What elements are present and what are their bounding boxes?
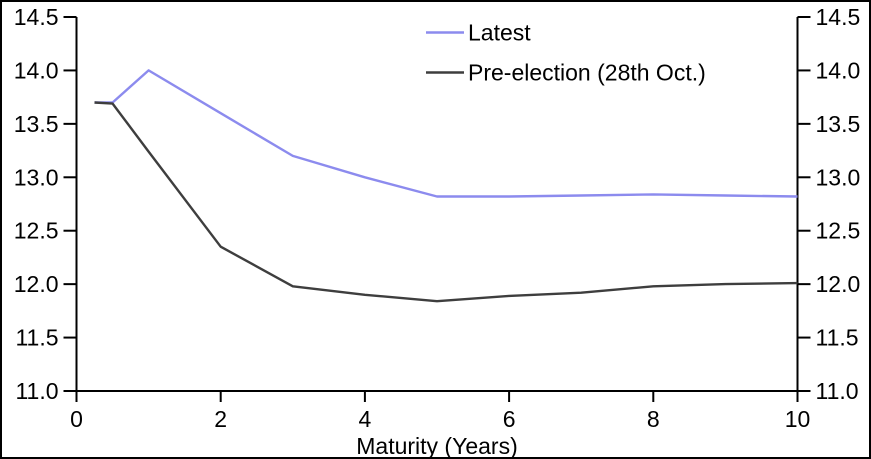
y-axis-right: 11.0 11.5 12.0 12.5 13.0 13.5 14.0 14.5 (796, 4, 861, 404)
y-axis-left-tick-label: 12.5 (14, 218, 59, 244)
y-axis-left-tick-label: 14.5 (14, 4, 59, 30)
x-axis-title: Maturity (Years) (356, 433, 517, 459)
legend-label-latest: Latest (468, 20, 531, 46)
legend-item-latest: Latest (426, 20, 531, 46)
y-axis-left-tick-label: 14.0 (14, 57, 59, 83)
x-axis-tick-label: 0 (70, 406, 83, 432)
x-axis-tick-label: 6 (503, 406, 516, 432)
y-axis-right-tick-label: 12.5 (816, 218, 861, 244)
y-axis-right-tick-label: 12.0 (816, 271, 861, 297)
y-axis-left-tick-label: 11.5 (15, 325, 58, 351)
y-axis-right-tick-label: 13.5 (816, 111, 861, 137)
y-axis-right-tick-label: 14.5 (816, 4, 861, 30)
legend-item-pre-election: Pre-election (28th Oct.) (426, 60, 706, 86)
legend-label-pre-election: Pre-election (28th Oct.) (468, 60, 706, 86)
y-axis-right-tick-label: 11.5 (816, 325, 859, 351)
y-axis-left: 11.0 11.5 12.0 12.5 13.0 13.5 14.0 14.5 (14, 4, 78, 404)
y-axis-left-tick-label: 13.0 (14, 164, 59, 190)
x-axis-tick-label: 2 (214, 406, 227, 432)
y-axis-right-tick-label: 14.0 (816, 57, 861, 83)
y-axis-right-tick-label: 11.0 (816, 378, 859, 404)
series-lines (94, 69, 798, 303)
y-axis-left-tick-label: 11.0 (15, 378, 58, 404)
y-axis-left-tick-label: 12.0 (14, 271, 59, 297)
legend: Latest Pre-election (28th Oct.) (426, 20, 706, 86)
series-line-latest (94, 69, 798, 198)
x-axis: 0 2 4 6 8 10 (70, 390, 811, 432)
x-axis-tick-label: 4 (359, 406, 372, 432)
x-axis-tick-label: 8 (647, 406, 660, 432)
series-line-pre-election (94, 101, 798, 303)
x-axis-tick-label: 10 (785, 406, 811, 432)
y-axis-right-tick-label: 13.0 (816, 164, 861, 190)
y-axis-left-tick-label: 13.5 (14, 111, 59, 137)
